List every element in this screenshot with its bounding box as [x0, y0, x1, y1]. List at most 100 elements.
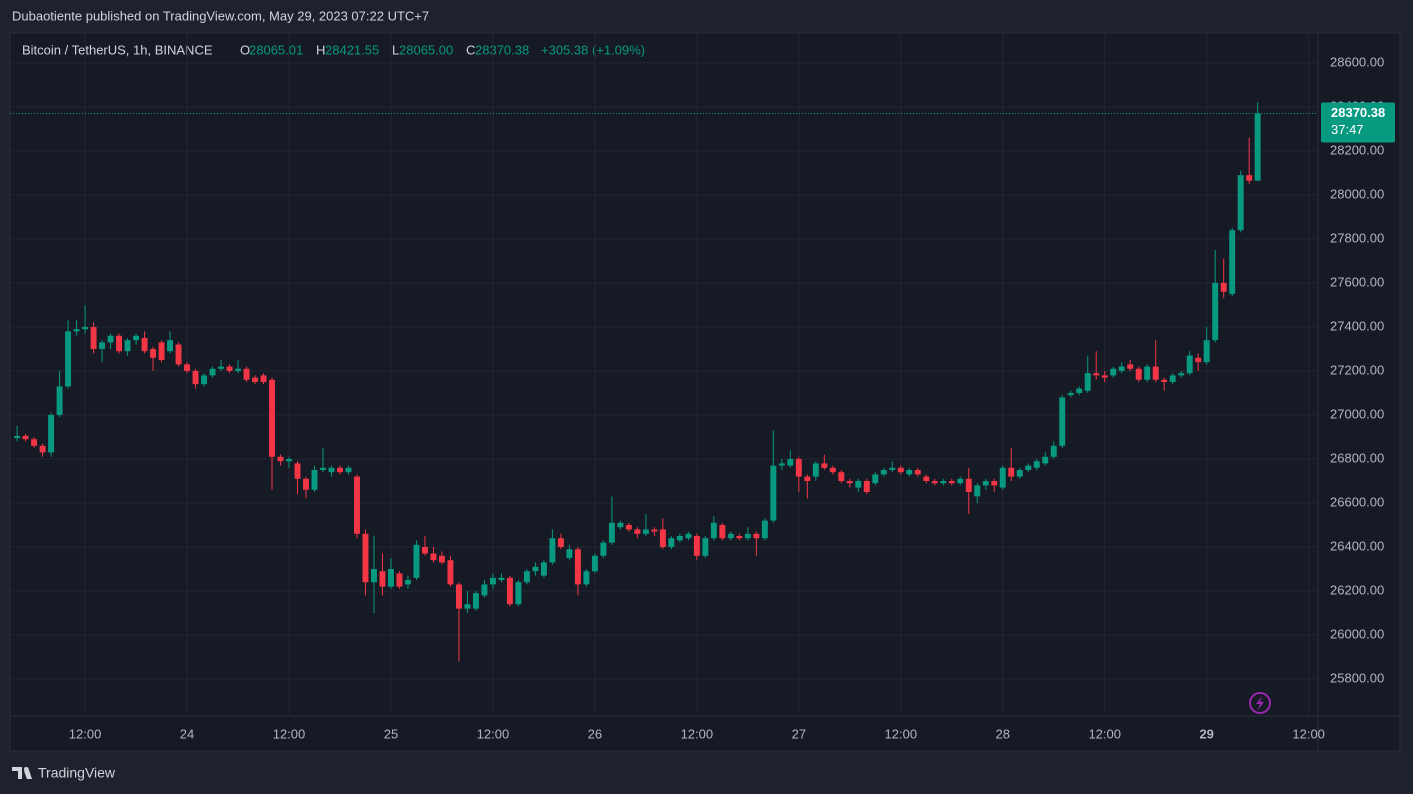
- candle-body: [999, 467, 1006, 488]
- logo-mark[interactable]: [12, 767, 32, 779]
- candle-body: [880, 469, 887, 475]
- alert-icon[interactable]: [1249, 692, 1271, 714]
- y-tick-label: 27600.00: [1330, 274, 1384, 289]
- candle-body: [14, 435, 21, 439]
- candle-body: [337, 467, 343, 473]
- x-tick-label: 12:00: [1088, 726, 1121, 741]
- candle-body: [1110, 368, 1117, 376]
- candle-body: [1203, 340, 1210, 363]
- x-tick-label: 26: [588, 726, 602, 741]
- candle-body: [404, 580, 411, 585]
- x-tick-label: 12:00: [1292, 726, 1325, 741]
- candle-body: [710, 522, 717, 539]
- candle-body: [727, 533, 734, 539]
- candle-body: [22, 435, 29, 440]
- alert-circle[interactable]: [1249, 692, 1271, 714]
- candle-body: [736, 536, 743, 539]
- candle-body: [659, 529, 666, 548]
- candle-body: [1076, 388, 1083, 393]
- symbol-info: Bitcoin / TetherUS, 1h, BINANCE: [22, 42, 213, 57]
- candle-body: [235, 368, 241, 371]
- candle-body: [243, 368, 250, 380]
- candle-body: [1118, 366, 1125, 371]
- candle-body: [201, 375, 208, 385]
- candle-body: [1161, 379, 1168, 382]
- candle-body: [56, 386, 63, 415]
- y-tick-label: 28600.00: [1330, 54, 1384, 69]
- candle-body: [421, 547, 428, 554]
- candle-body: [863, 480, 870, 493]
- candle-body: [133, 335, 140, 341]
- candle-body: [107, 335, 114, 343]
- candle-body: [1127, 364, 1134, 369]
- candle-body: [838, 472, 845, 481]
- candle-body: [506, 577, 513, 605]
- candle-body: [787, 458, 794, 466]
- candle-body: [311, 469, 318, 490]
- candle-body: [566, 549, 573, 559]
- candle-body: [795, 458, 802, 477]
- candle-body: [413, 544, 420, 578]
- candle-body: [948, 480, 955, 484]
- x-tick-label: 12:00: [477, 726, 510, 741]
- candle-body: [141, 337, 148, 352]
- candle-body: [90, 326, 97, 349]
- candle-body: [855, 480, 862, 488]
- candle-body: [218, 366, 225, 369]
- ohlc-key: C: [466, 42, 475, 57]
- candle-body: [447, 560, 454, 585]
- x-tick-label: 25: [384, 726, 398, 741]
- candle-body: [209, 368, 216, 376]
- candle-body: [192, 370, 199, 385]
- candle-body: [1144, 366, 1151, 380]
- price-change: +305.38 (+1.09%): [541, 42, 645, 57]
- candle-body: [668, 538, 675, 548]
- candle-body: [965, 478, 972, 493]
- candle-body: [1067, 392, 1074, 396]
- y-tick-label: 28000.00: [1330, 186, 1384, 201]
- y-tick-label: 27000.00: [1330, 406, 1384, 421]
- candle-body: [1186, 355, 1193, 374]
- candle-body: [1135, 368, 1142, 380]
- candle-body: [889, 467, 896, 470]
- y-tick-label: 25800.00: [1330, 670, 1384, 685]
- candle-body: [481, 584, 488, 596]
- footer-logo[interactable]: TradingView: [12, 765, 116, 781]
- candle-body: [82, 326, 89, 330]
- chart-frame: [9, 32, 1401, 752]
- last-price-label: 28370.38: [1331, 105, 1385, 120]
- candle-body: [923, 476, 930, 481]
- y-tick-label: 28200.00: [1330, 142, 1384, 157]
- candle-body: [617, 522, 624, 528]
- candle-body: [320, 467, 326, 470]
- publisher-header: Dubaotiente published on TradingView.com…: [12, 8, 429, 23]
- ohlc-value: 28065.01: [249, 42, 303, 57]
- candle-body: [744, 533, 751, 539]
- ohlc-value: 28370.38: [475, 42, 529, 57]
- candle-body: [540, 562, 547, 576]
- candle-body: [702, 538, 709, 556]
- x-tick-label: 24: [180, 726, 194, 741]
- footer-brand[interactable]: TradingView: [38, 765, 116, 781]
- x-tick-label: 12:00: [273, 726, 306, 741]
- ohlc-key: L: [392, 42, 399, 57]
- logo-dot[interactable]: [24, 767, 28, 771]
- candle-body: [226, 366, 233, 371]
- candle-body: [897, 467, 904, 473]
- candle-body: [167, 340, 174, 352]
- y-tick-label: 27800.00: [1330, 230, 1384, 245]
- last-price-box: [1321, 102, 1395, 143]
- candle-body: [600, 542, 607, 556]
- candle-body: [549, 538, 556, 563]
- ohlc-key: H: [316, 42, 325, 57]
- candle-body: [387, 569, 394, 587]
- y-tick-label: 26800.00: [1330, 450, 1384, 465]
- candle-body: [489, 577, 496, 585]
- ohlc-value: 28065.00: [399, 42, 453, 57]
- candle-body: [642, 529, 649, 534]
- alert-bolt[interactable]: [1256, 696, 1264, 710]
- candle-body: [31, 439, 38, 446]
- candle-body: [634, 529, 641, 534]
- candle-body: [73, 329, 80, 332]
